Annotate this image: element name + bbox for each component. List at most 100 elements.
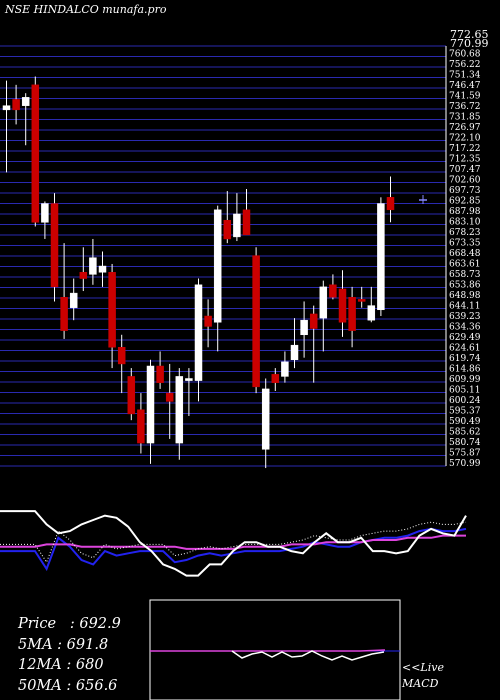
candle-body: [213, 209, 222, 323]
price-axis: 760.68756.22751.34746.47741.59736.72731.…: [449, 50, 481, 470]
price-tick-label: 595.37: [449, 407, 481, 417]
price-tick-label: 692.85: [449, 197, 481, 207]
price-tick-label: 736.72: [449, 102, 481, 112]
price-tick-label: 717.22: [449, 144, 481, 154]
price-tick-label: 683.10: [449, 218, 481, 228]
candle-body: [233, 213, 241, 238]
candle-body: [12, 99, 20, 111]
stat-50ma-value: 656.6: [75, 677, 118, 694]
candle: [194, 278, 203, 402]
indicator-line-white: [0, 510, 467, 577]
candle: [367, 286, 376, 323]
price-grid: [0, 45, 446, 467]
candle: [127, 368, 136, 421]
price-tick-label: 629.49: [449, 333, 481, 343]
candle: [223, 191, 232, 244]
candle-body: [185, 378, 193, 381]
candle: [204, 299, 212, 348]
candle-body: [329, 284, 337, 298]
live-macd-link[interactable]: <<Live MACD: [402, 660, 444, 692]
candle-body: [31, 84, 40, 223]
candle: [175, 368, 184, 460]
candle-body: [165, 392, 174, 402]
candle-body: [156, 365, 164, 383]
stat-5ma-label: 5MA: [18, 636, 53, 653]
stat-price: Price : 692.9: [18, 616, 121, 632]
price-axis-top: 772.65 770.99: [450, 29, 489, 50]
candle: [290, 318, 299, 369]
candle-body: [357, 299, 366, 302]
macd-signal-line: [150, 649, 386, 652]
price-tick-label: 575.87: [449, 449, 481, 459]
candles-group: [2, 76, 395, 469]
price-tick-label: 634.36: [449, 323, 481, 333]
candle-body: [309, 313, 318, 329]
candle: [137, 393, 145, 454]
candle-body: [252, 255, 260, 388]
candle-body: [137, 409, 145, 444]
price-tick-label: 668.48: [449, 249, 481, 259]
candle-body: [261, 388, 270, 450]
price-tick-label: 580.74: [449, 438, 481, 448]
price-tick-label: 609.99: [449, 375, 481, 385]
price-tick-label: 663.61: [449, 260, 481, 270]
candle: [233, 193, 241, 242]
stat-price-label: Price: [18, 616, 57, 632]
price-tick-label: 653.86: [449, 281, 481, 291]
candle-body: [41, 203, 49, 223]
stat-price-value: 692.9: [79, 616, 121, 632]
candle: [79, 247, 88, 292]
price-tick-label: 756.22: [449, 60, 481, 70]
candle: [348, 286, 356, 348]
macd-line: [231, 650, 385, 661]
stat-50ma-label: 50MA: [18, 677, 62, 694]
indicator-panel: [0, 510, 467, 577]
candle-body: [300, 319, 308, 336]
candle: [338, 270, 347, 337]
candle: [213, 205, 222, 352]
candle: [108, 263, 116, 369]
candle: [386, 176, 395, 223]
price-tick-label: 751.34: [449, 71, 481, 81]
candle: [156, 351, 164, 389]
candle-body: [367, 305, 376, 321]
price-tick-label: 741.59: [449, 92, 481, 102]
stat-5ma: 5MA : 691.8: [18, 636, 109, 653]
candle: [89, 238, 97, 285]
price-tick-label: 726.97: [449, 123, 481, 133]
indicator-line-magenta: [0, 534, 466, 550]
price-tick-label: 585.62: [449, 428, 481, 438]
candle: [146, 359, 155, 464]
price-tick-label: 614.86: [449, 365, 481, 375]
candle: [21, 93, 30, 146]
top-price-label-2: 770.99: [450, 37, 489, 50]
candle-body: [242, 209, 251, 236]
candle: [117, 334, 126, 394]
price-tick-label: 712.35: [449, 155, 481, 165]
candle: [185, 368, 193, 416]
price-tick-label: 570.99: [449, 459, 481, 469]
price-tick-label: 605.11: [449, 386, 481, 396]
price-tick-label: 619.74: [449, 354, 481, 364]
candle: [165, 363, 174, 439]
price-tick-label: 648.98: [449, 291, 481, 301]
price-tick-label: 678.23: [449, 228, 481, 238]
price-tick-label: 639.23: [449, 312, 481, 322]
candle: [98, 251, 107, 287]
candle: [69, 278, 78, 321]
price-tick-label: 731.85: [449, 113, 481, 123]
candle-body: [319, 286, 328, 319]
stat-12ma-value: 680: [75, 657, 104, 673]
candle: [300, 301, 308, 358]
price-tick-label: 722.10: [449, 134, 481, 144]
price-tick-label: 760.68: [449, 50, 481, 60]
candle: [329, 274, 337, 300]
macd-panel-frame: [149, 599, 401, 700]
candle-body: [386, 197, 395, 211]
price-tick-label: 673.35: [449, 239, 481, 249]
candle-body: [89, 257, 97, 275]
price-tick-label: 746.47: [449, 81, 481, 91]
price-tick-label: 702.60: [449, 176, 481, 186]
candle-body: [348, 297, 356, 331]
candle: [319, 280, 328, 352]
